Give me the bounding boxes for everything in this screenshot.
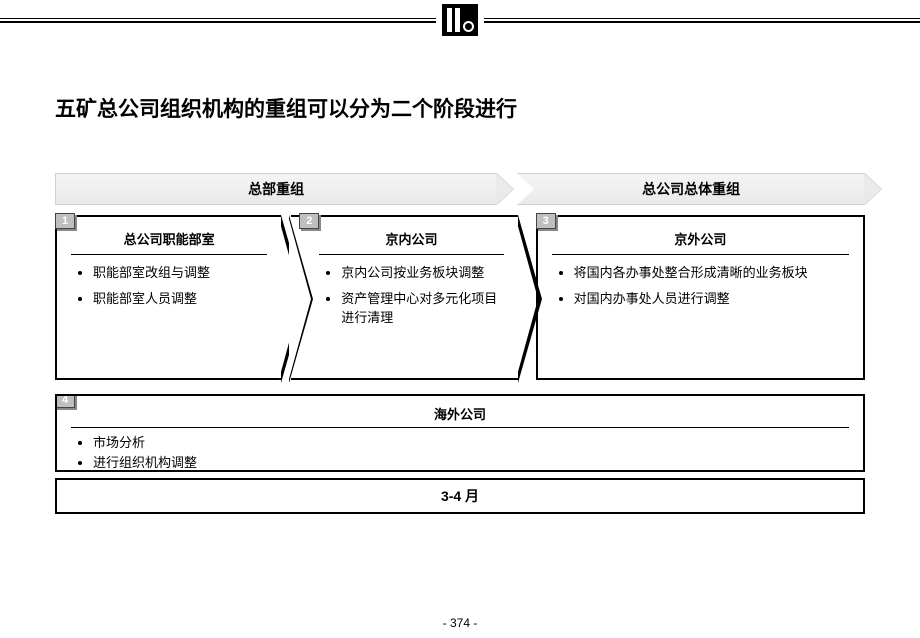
phase-2-label: 总公司总体重组 xyxy=(642,179,740,199)
phase-1: 总部重组 xyxy=(55,173,497,205)
list-item: 职能部室改组与调整 xyxy=(93,263,267,283)
list-item: 将国内各办事处整合形成清晰的业务板块 xyxy=(574,263,849,283)
box-2-list: 京内公司按业务板块调整 资产管理中心对多元化项目进行清理 xyxy=(319,263,503,328)
phase-1-label: 总部重组 xyxy=(248,179,304,199)
list-item: 职能部室人员调整 xyxy=(93,289,267,309)
list-item: 资产管理中心对多元化项目进行清理 xyxy=(341,289,503,328)
box-1-list: 职能部室改组与调整 职能部室人员调整 xyxy=(71,263,267,308)
list-item: 进行组织机构调整 xyxy=(93,452,849,471)
list-item: 京内公司按业务板块调整 xyxy=(341,263,503,283)
box-2-num: 2 xyxy=(299,213,319,229)
list-item: 市场分析 xyxy=(93,432,849,451)
box-4-num: 4 xyxy=(55,394,75,408)
box-1-head: 总公司职能部室 xyxy=(71,225,267,255)
box-1: 1 总公司职能部室 职能部室改组与调整 职能部室人员调整 xyxy=(55,215,281,380)
box-row: 1 总公司职能部室 职能部室改组与调整 职能部室人员调整 2 京内公司 京内公司… xyxy=(55,215,865,380)
box-4-list: 市场分析 进行组织机构调整 对海外进行评价，确定其人员配备 xyxy=(71,432,849,472)
box-1-num: 1 xyxy=(55,213,75,229)
box-2-head: 京内公司 xyxy=(319,225,503,255)
box-2: 2 京内公司 京内公司按业务板块调整 资产管理中心对多元化项目进行清理 xyxy=(291,215,517,380)
box-3-list: 将国内各办事处整合形成清晰的业务板块 对国内办事处人员进行调整 xyxy=(552,263,849,308)
page-number: - 374 - xyxy=(0,616,920,630)
timeline-bar: 3-4 月 xyxy=(55,478,865,514)
box-3: 3 京外公司 将国内各办事处整合形成清晰的业务板块 对国内办事处人员进行调整 xyxy=(536,215,865,380)
box-4: 4 海外公司 市场分析 进行组织机构调整 对海外进行评价，确定其人员配备 xyxy=(55,394,865,472)
list-item: 对国内办事处人员进行调整 xyxy=(574,289,849,309)
phase-row: 总部重组 总公司总体重组 xyxy=(55,173,865,205)
phase-2: 总公司总体重组 xyxy=(517,173,865,205)
box-3-num: 3 xyxy=(536,213,556,229)
page-title: 五矿总公司组织机构的重组可以分为二个阶段进行 xyxy=(55,93,865,123)
box-3-head: 京外公司 xyxy=(552,225,849,255)
box-4-head: 海外公司 xyxy=(71,402,849,428)
